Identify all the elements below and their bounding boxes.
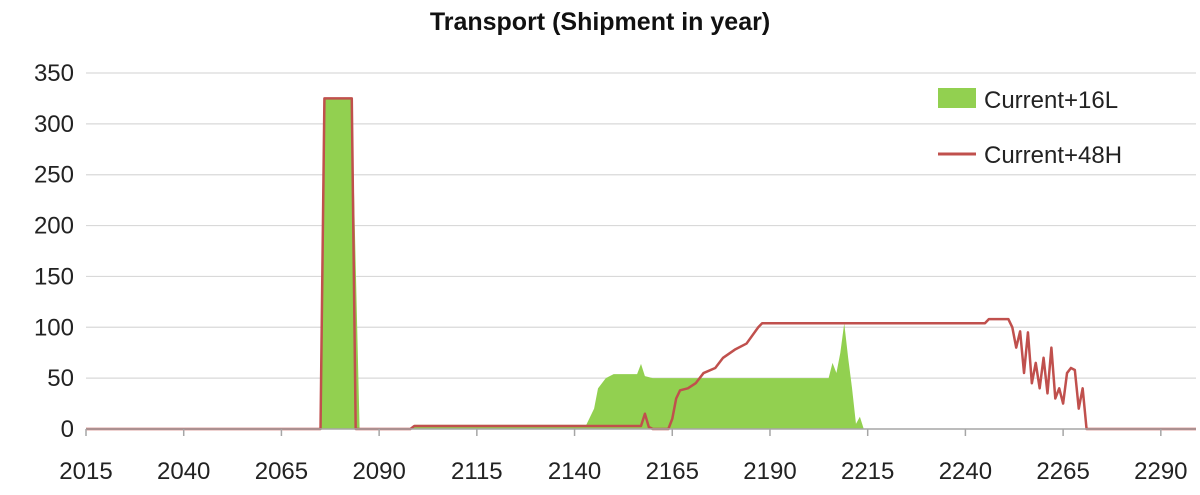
x-tick-label: 2215	[841, 458, 894, 485]
x-tick-label: 2165	[646, 458, 699, 485]
y-axis-ticks: 0 50 100 150 200 250 300 350	[34, 60, 74, 443]
y-tick-label: 200	[34, 213, 74, 240]
x-tick-label: 2040	[157, 458, 210, 485]
y-tick-label: 50	[47, 365, 74, 392]
x-axis-ticks: 2015 2040 2065 2090 2115 2140 2165 2190 2215 2240…	[59, 458, 1187, 485]
legend-swatch-current-16l	[938, 88, 976, 108]
y-tick-label: 0	[61, 416, 74, 443]
x-tick-label: 2140	[548, 458, 601, 485]
grid-lines	[86, 72, 1196, 379]
x-tick-label: 2265	[1036, 458, 1089, 485]
chart-title: Transport (Shipment in year)	[430, 8, 770, 36]
x-tick-label: 2290	[1134, 458, 1187, 485]
x-tick-label: 2090	[352, 458, 405, 485]
y-tick-label: 350	[34, 60, 74, 87]
x-tick-label: 2115	[451, 458, 503, 485]
x-tick-label: 2065	[255, 458, 308, 485]
series-line-current-48h	[86, 97, 1196, 431]
legend: Current+16L Current+48H	[938, 87, 1122, 169]
x-tick-label: 2240	[939, 458, 992, 485]
plot-area	[86, 97, 1196, 431]
x-tick-label: 2190	[743, 458, 796, 485]
y-tick-label: 250	[34, 162, 74, 189]
y-tick-label: 150	[34, 263, 74, 290]
x-axis	[85, 428, 1196, 436]
y-tick-label: 300	[34, 111, 74, 138]
x-tick-label: 2015	[59, 458, 112, 485]
legend-label-current-48h: Current+48H	[984, 142, 1122, 169]
legend-label-current-16l: Current+16L	[984, 87, 1118, 114]
y-tick-label: 100	[34, 314, 74, 341]
